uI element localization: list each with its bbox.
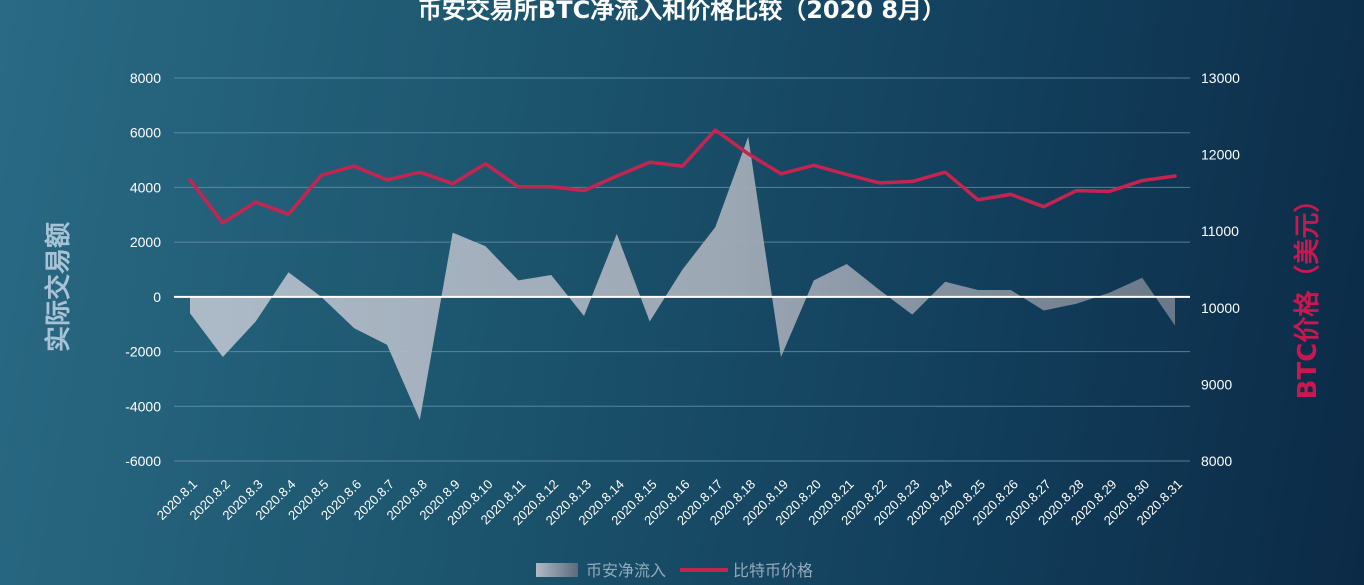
right-tick-label: 9000	[1201, 376, 1232, 392]
right-tick-label: 13000	[1201, 70, 1240, 86]
line-series-layer	[188, 128, 1177, 225]
grid-lines	[174, 77, 1190, 462]
left-tick-label: 4000	[130, 179, 161, 195]
right-axis-ticks: 8000 9000 10000 11000 12000 13000	[1201, 70, 1240, 469]
legend-swatch-area	[536, 563, 578, 577]
area-series-net-inflow	[190, 136, 1175, 421]
left-tick-label: 0	[153, 289, 161, 305]
right-tick-label: 12000	[1201, 147, 1240, 163]
left-tick-label: -2000	[125, 344, 161, 360]
chart-title: 币安交易所BTC净流入和价格比较（2020 8月）	[418, 0, 946, 24]
left-tick-label: 6000	[130, 125, 161, 141]
area-series-layer	[190, 136, 1175, 421]
legend: 币安净流入 比特币价格	[536, 561, 813, 580]
right-tick-label: 8000	[1201, 453, 1232, 469]
left-tick-label: -4000	[125, 398, 161, 414]
x-axis-ticks: 2020.8.12020.8.22020.8.32020.8.42020.8.5…	[154, 477, 1185, 529]
right-tick-label: 10000	[1201, 300, 1240, 316]
left-axis-ticks: -6000 -4000 -2000 0 2000 4000 6000 8000	[125, 70, 161, 469]
legend-label-area: 币安净流入	[586, 561, 666, 580]
right-axis-label: BTC价格（美元）	[1292, 187, 1323, 400]
left-axis-label: 实际交易额	[43, 222, 74, 352]
left-tick-label: -6000	[125, 453, 161, 469]
left-tick-label: 8000	[130, 70, 161, 86]
right-tick-label: 11000	[1201, 223, 1239, 239]
line-series-btc-price	[188, 128, 1177, 225]
legend-label-line: 比特币价格	[733, 561, 813, 580]
left-tick-label: 2000	[130, 234, 161, 250]
